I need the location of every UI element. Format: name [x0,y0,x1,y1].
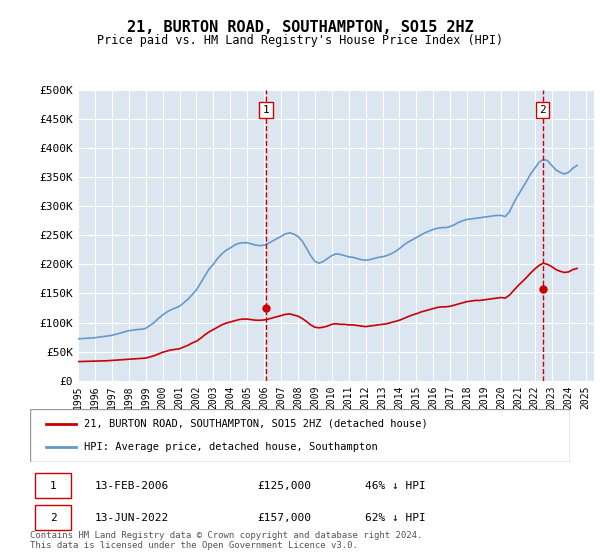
FancyBboxPatch shape [30,409,570,462]
Text: 13-FEB-2006: 13-FEB-2006 [95,481,169,491]
Text: 2: 2 [539,105,546,115]
Text: 62% ↓ HPI: 62% ↓ HPI [365,513,425,522]
Text: 1: 1 [50,481,56,491]
Text: 1: 1 [263,105,269,115]
Text: Contains HM Land Registry data © Crown copyright and database right 2024.
This d: Contains HM Land Registry data © Crown c… [30,530,422,550]
Text: 13-JUN-2022: 13-JUN-2022 [95,513,169,522]
Text: Price paid vs. HM Land Registry's House Price Index (HPI): Price paid vs. HM Land Registry's House … [97,34,503,46]
Text: 21, BURTON ROAD, SOUTHAMPTON, SO15 2HZ (detached house): 21, BURTON ROAD, SOUTHAMPTON, SO15 2HZ (… [84,419,428,429]
FancyBboxPatch shape [35,505,71,530]
Text: 46% ↓ HPI: 46% ↓ HPI [365,481,425,491]
FancyBboxPatch shape [35,473,71,498]
Text: 2: 2 [50,513,56,522]
Text: £157,000: £157,000 [257,513,311,522]
Text: 21, BURTON ROAD, SOUTHAMPTON, SO15 2HZ: 21, BURTON ROAD, SOUTHAMPTON, SO15 2HZ [127,20,473,35]
Text: £125,000: £125,000 [257,481,311,491]
Text: HPI: Average price, detached house, Southampton: HPI: Average price, detached house, Sout… [84,442,378,452]
